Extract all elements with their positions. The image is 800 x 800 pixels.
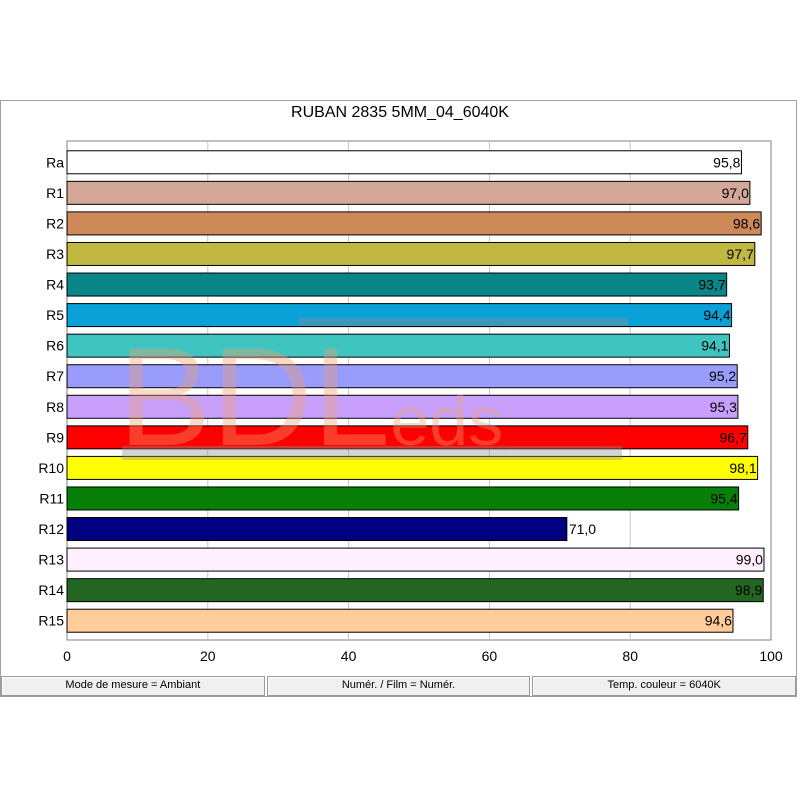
value-label: 71,0 [569,521,596,537]
value-label: 94,6 [705,613,732,629]
x-tick-label: 100 [759,648,783,664]
bar-r9 [66,425,749,450]
value-label: 96,7 [720,429,747,445]
bar-r11 [66,486,740,511]
x-tick-label: 60 [482,648,498,664]
category-label: Ra [46,154,64,170]
watermark-bar-bottom [122,446,622,460]
bar-r1 [66,180,751,205]
value-label: 94,1 [701,338,728,354]
status-measure-mode: Mode de mesure = Ambiant [1,676,265,696]
x-tick-label: 0 [63,648,71,664]
status-bar: Mode de mesure = Ambiant Numér. / Film =… [1,676,797,696]
bar-r7 [66,364,738,389]
value-label: 95,2 [709,368,736,384]
bar-r10 [66,455,759,480]
status-film: Numér. / Film = Numér. [266,676,531,696]
value-label: 94,4 [703,307,730,323]
value-label: 98,1 [729,460,756,476]
bar-r13 [66,547,765,572]
bar-r5 [66,303,733,328]
bar-r12 [66,517,568,542]
value-label: 95,3 [710,399,737,415]
watermark-bar-top [298,318,628,326]
value-label: 97,0 [722,185,749,201]
category-label: R10 [38,460,64,476]
bar-r8 [66,394,739,419]
bar-r14 [66,578,764,603]
bar-r4 [66,272,728,297]
category-label: R11 [39,490,64,506]
category-label: R9 [46,429,64,445]
chart-title: RUBAN 2835 5MM_04_6040K [291,104,509,121]
plot-area [66,140,772,641]
category-label: R13 [38,552,64,568]
category-label: R8 [46,399,64,415]
status-color-temp: Temp. couleur = 6040K [532,676,797,696]
category-label: R6 [46,338,64,354]
category-label: R12 [38,521,64,537]
value-label: 99,0 [736,552,763,568]
category-label: R14 [38,582,64,598]
x-tick-label: 80 [622,648,638,664]
value-label: 98,9 [735,582,762,598]
bar-r3 [66,241,756,266]
value-label: 95,4 [710,490,737,506]
x-tick-label: 40 [341,648,357,664]
bar-ra [66,150,742,175]
category-label: R2 [46,215,64,231]
watermark: BDLeds [118,318,628,475]
bar-r6 [66,333,730,358]
labels-layer: Ra 95,8 R1 97,0 R2 98,6 R3 97,7 R4 93,7 R5 94,4 R6 94… [38,154,763,628]
bars-layer [66,150,765,633]
x-tick-label: 20 [200,648,216,664]
value-label: 93,7 [698,277,725,293]
value-label: 98,6 [733,215,760,231]
value-label: 95,8 [713,154,740,170]
bar-r15 [66,608,734,633]
category-label: R4 [46,277,64,293]
watermark-text: BDLeds [118,318,503,475]
category-label: R15 [38,613,64,629]
x-axis: 0 20 40 60 80 100 [63,648,783,664]
value-label: 97,7 [727,246,754,262]
category-label: R7 [46,368,64,384]
category-label: R3 [46,246,64,262]
bar-r2 [66,211,762,236]
category-label: R1 [46,185,64,201]
category-label: R5 [46,307,64,323]
